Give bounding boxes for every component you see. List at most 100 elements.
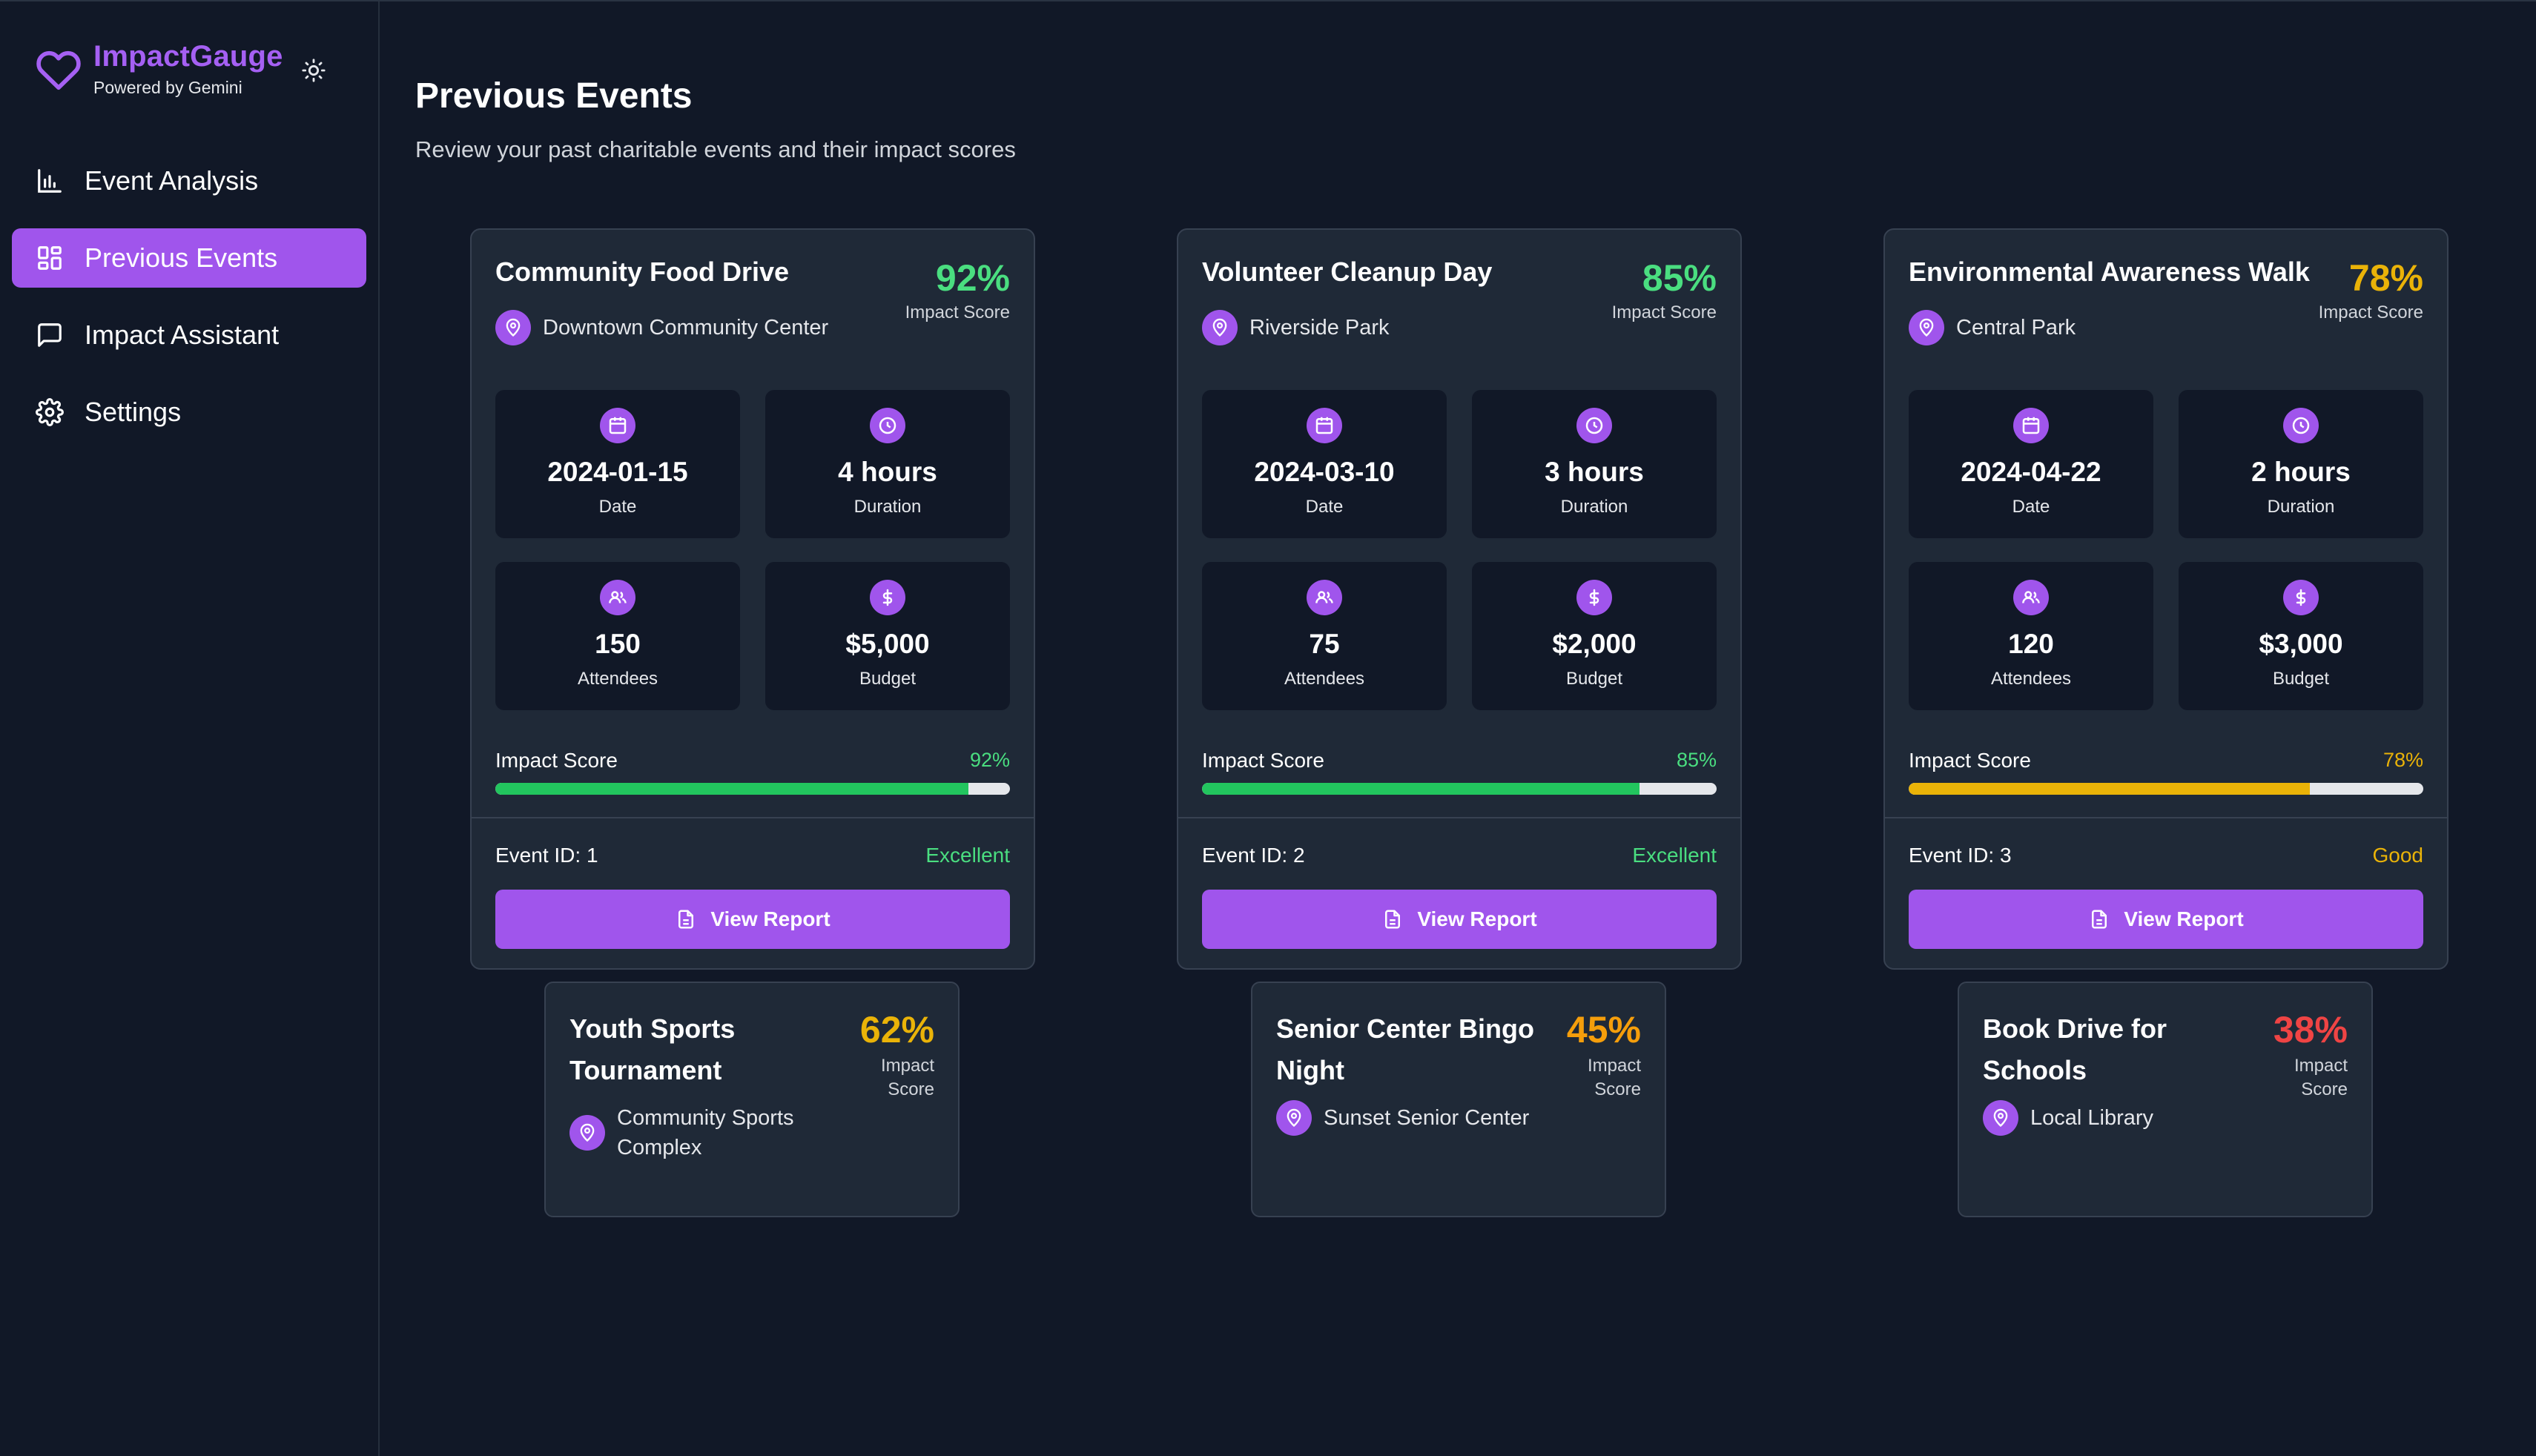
map-pin-icon — [1276, 1100, 1312, 1136]
sidebar-item-label: Event Analysis — [85, 165, 259, 196]
stat-label: Budget — [1565, 669, 1623, 689]
view-report-button[interactable]: View Report — [1202, 890, 1717, 949]
view-report-label: View Report — [2124, 907, 2244, 930]
sun-icon[interactable] — [301, 58, 326, 83]
map-pin-icon — [1202, 310, 1238, 345]
chat-icon — [38, 323, 62, 347]
clock-icon — [1576, 408, 1612, 443]
users-icon — [1307, 580, 1342, 615]
stat-label: Budget — [859, 669, 917, 689]
stat-value: 150 — [595, 629, 641, 659]
stat-budget: $2,000 Budget — [1472, 562, 1717, 710]
card-divider — [472, 817, 1034, 818]
map-pin-icon — [1983, 1100, 2018, 1136]
sidebar-item-label: Impact Assistant — [85, 320, 280, 350]
bar-chart-icon — [38, 169, 62, 193]
stat-attendees: 150 Attendees — [495, 562, 740, 710]
impact-score-value: 62% — [859, 1009, 934, 1050]
event-location-text: Riverside Park — [1249, 315, 1390, 340]
event-location: Local Library — [1983, 1100, 2250, 1136]
impact-score-value: 45% — [1566, 1009, 1641, 1050]
impact-score-value: 78% — [2348, 257, 2423, 299]
brand: ImpactGauge Powered by Gemini — [36, 40, 283, 98]
stat-value: $5,000 — [845, 629, 930, 659]
stat-value: 2024-01-15 — [547, 457, 688, 487]
progress-track — [495, 783, 1010, 795]
event-location: Central Park — [1909, 310, 2076, 345]
impact-score-box: 38% Impact Score — [2259, 1008, 2348, 1102]
stat-attendees: 120 Attendees — [1909, 562, 2153, 710]
sidebar-item-impact-assistant[interactable]: Impact Assistant — [12, 305, 366, 365]
brand-subtitle: Powered by Gemini — [93, 78, 242, 97]
impact-score-value: 85% — [1642, 257, 1717, 299]
event-location-text: Local Library — [2030, 1106, 2154, 1130]
impact-score-box: 85% Impact Score — [1612, 257, 1717, 323]
clock-icon — [870, 408, 905, 443]
stat-value: $3,000 — [2259, 629, 2343, 659]
event-title: Youth Sports Tournament — [569, 1013, 736, 1085]
impact-score-bar: Impact Score 78% — [1909, 749, 2423, 795]
calendar-icon — [600, 408, 635, 443]
event-title: Book Drive for Schools — [1983, 1013, 2167, 1085]
users-icon — [2013, 580, 2049, 615]
impact-score-label: Impact Score — [905, 302, 1010, 322]
event-location: Downtown Community Center — [495, 310, 828, 345]
view-report-button[interactable]: View Report — [495, 890, 1010, 949]
stat-value: 2024-04-22 — [1961, 457, 2101, 487]
stat-date: 2024-04-22 Date — [1909, 390, 2153, 538]
event-title: Volunteer Cleanup Day — [1202, 257, 1493, 287]
stat-label: Attendees — [1284, 669, 1365, 689]
stat-duration: 3 hours Duration — [1472, 390, 1717, 538]
bar-label: Impact Score — [495, 749, 618, 772]
view-report-label: View Report — [1417, 907, 1537, 930]
stat-value: 4 hours — [838, 457, 937, 487]
card-footer: Event ID: 2 Excellent — [1202, 844, 1717, 867]
stat-duration: 4 hours Duration — [765, 390, 1010, 538]
view-report-label: View Report — [710, 907, 831, 930]
dollar-icon — [1576, 580, 1612, 615]
progress-track — [1909, 783, 2423, 795]
map-pin-icon — [569, 1115, 605, 1151]
event-title: Senior Center Bingo Night — [1276, 1013, 1535, 1085]
stat-value: 3 hours — [1545, 457, 1644, 487]
dollar-icon — [2283, 580, 2319, 615]
event-card: Environmental Awareness Walk Central Par… — [1883, 228, 2449, 970]
sidebar-item-settings[interactable]: Settings — [12, 383, 366, 442]
impact-score-label: Impact Score — [1587, 1056, 1641, 1099]
sidebar-item-event-analysis[interactable]: Event Analysis — [12, 151, 366, 211]
stat-label: Date — [2012, 497, 2050, 517]
document-icon — [1385, 910, 1401, 929]
progress-fill — [1202, 783, 1640, 795]
view-report-button[interactable]: View Report — [1909, 890, 2423, 949]
stat-label: Budget — [2272, 669, 2330, 689]
clock-icon — [2283, 408, 2319, 443]
map-pin-icon — [495, 310, 531, 345]
stat-budget: $3,000 Budget — [2179, 562, 2423, 710]
event-card: Volunteer Cleanup Day Riverside Park 85%… — [1177, 228, 1742, 970]
event-card-compact[interactable]: Youth Sports Tournament 62% Impact Score… — [544, 982, 960, 1217]
impact-score-box: 78% Impact Score — [2319, 257, 2423, 323]
event-card-compact[interactable]: Book Drive for Schools 38% Impact Score … — [1958, 982, 2373, 1217]
heart-logo-icon — [36, 50, 81, 90]
event-location-text: Sunset Senior Center — [1324, 1106, 1530, 1130]
impact-score-label: Impact Score — [1611, 302, 1717, 322]
users-icon — [600, 580, 635, 615]
bar-percent: 78% — [2383, 749, 2423, 771]
stat-date: 2024-01-15 Date — [495, 390, 740, 538]
calendar-icon — [1307, 408, 1342, 443]
stat-label: Duration — [2267, 497, 2335, 517]
impact-score-box: 45% Impact Score — [1552, 1008, 1641, 1102]
event-card-compact[interactable]: Senior Center Bingo Night 45% Impact Sco… — [1251, 982, 1666, 1217]
event-card: Community Food Drive Downtown Community … — [470, 228, 1035, 970]
stat-attendees: 75 Attendees — [1202, 562, 1447, 710]
event-title: Environmental Awareness Walk — [1909, 257, 2310, 287]
stat-label: Date — [598, 497, 637, 517]
page-title: Previous Events — [415, 76, 693, 116]
sidebar-item-previous-events[interactable]: Previous Events — [12, 228, 366, 288]
impact-score-bar: Impact Score 85% — [1202, 749, 1717, 795]
card-footer: Event ID: 1 Excellent — [495, 844, 1010, 867]
event-id: Event ID: 3 — [1909, 844, 2012, 867]
stat-value: 75 — [1309, 629, 1340, 659]
page-subtitle: Review your past charitable events and t… — [415, 136, 1016, 162]
